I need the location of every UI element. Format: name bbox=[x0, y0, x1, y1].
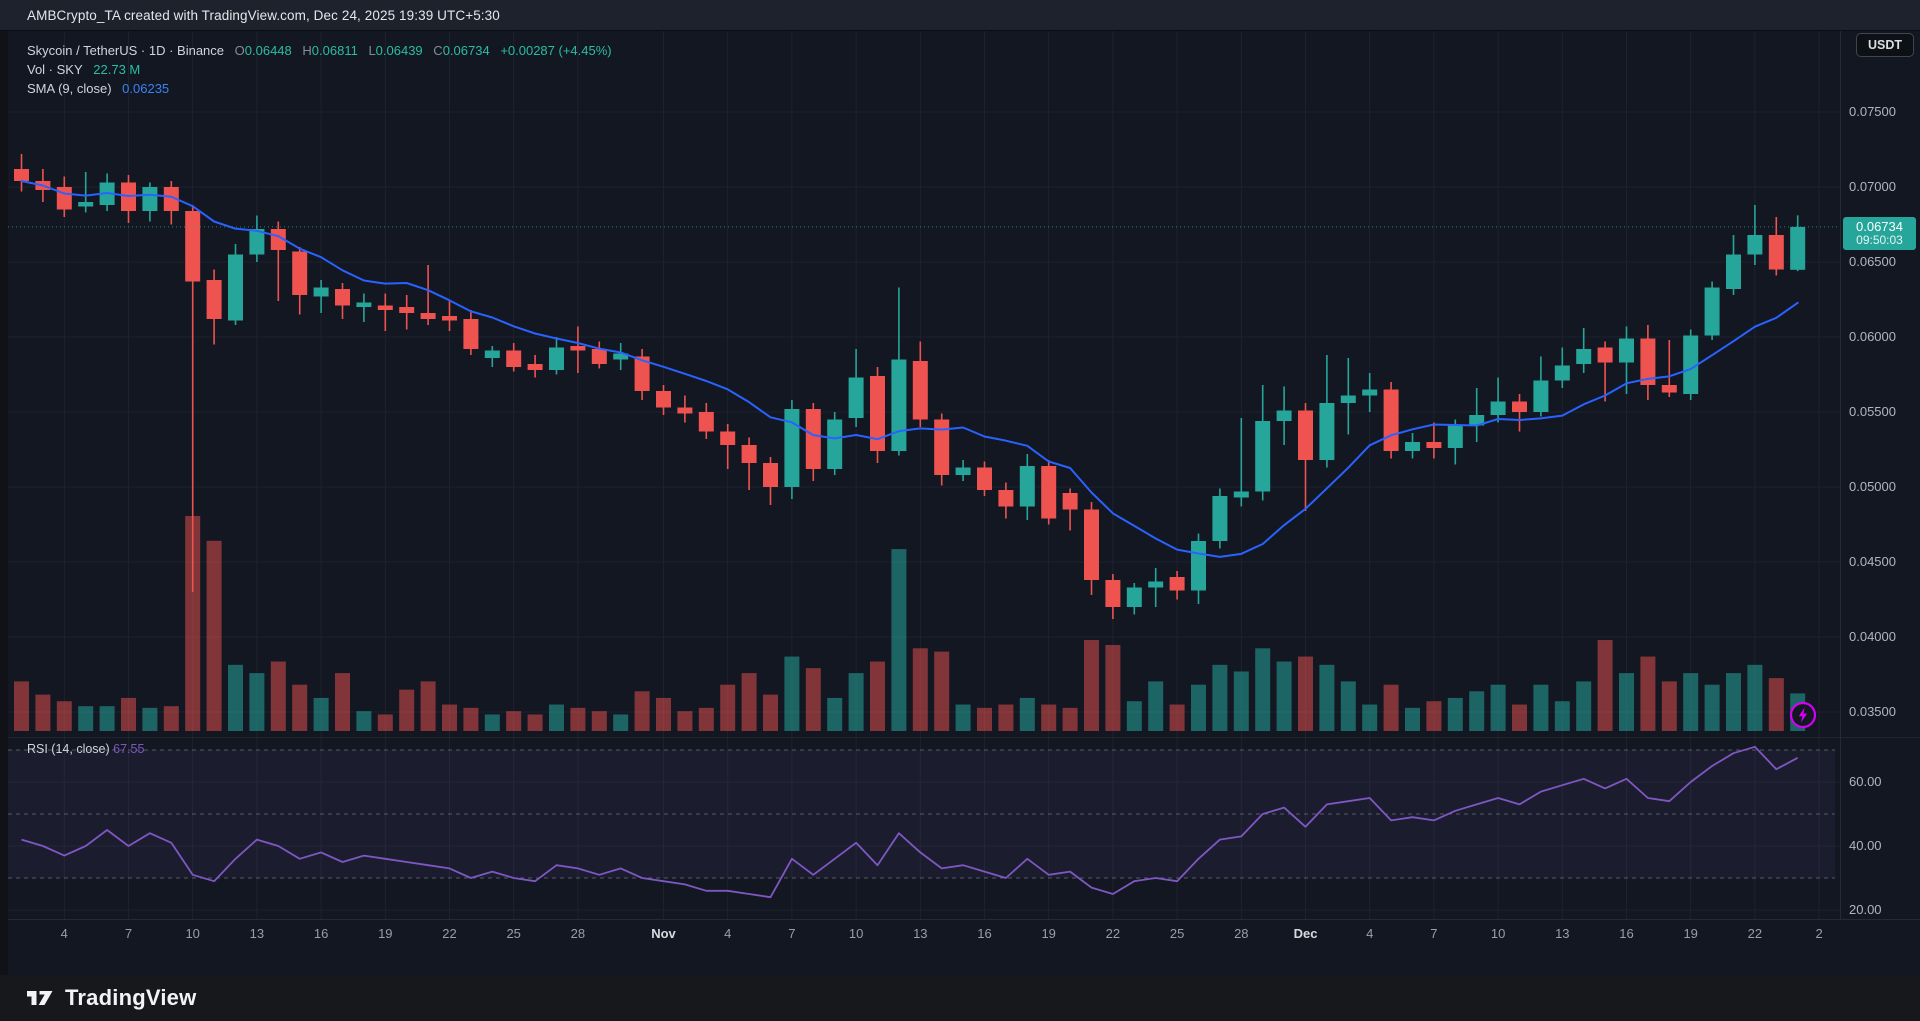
time-axis-label: 10 bbox=[185, 926, 200, 941]
time-axis-label: 13 bbox=[249, 926, 265, 941]
tradingview-wordmark[interactable]: TradingView bbox=[65, 985, 197, 1010]
rsi-legend: RSI (14, close) 67.55 bbox=[27, 742, 144, 756]
symbol-title: Skycoin / TetherUS · 1D · Binance bbox=[27, 43, 225, 58]
volume-label: Vol · SKY bbox=[27, 62, 83, 77]
time-axis-label: 13 bbox=[913, 926, 928, 941]
rsi-axis-label: 60.00 bbox=[1849, 774, 1882, 789]
close-value: 0.06734 bbox=[442, 43, 490, 58]
last-price-badge: 0.06734 09:50:03 bbox=[1843, 216, 1916, 250]
time-axis-label: 10 bbox=[848, 926, 864, 941]
close-label: C bbox=[433, 43, 443, 58]
price-axis-label: 0.04000 bbox=[1849, 629, 1896, 644]
rsi-value: 67.55 bbox=[113, 742, 145, 756]
symbol-legend: Skycoin / TetherUS · 1D · Binance O0.064… bbox=[27, 41, 612, 98]
time-axis-label: 16 bbox=[977, 926, 992, 941]
time-axis-label: 22 bbox=[1747, 926, 1763, 941]
time-axis-label: 22 bbox=[1105, 926, 1121, 941]
time-axis-label: 4 bbox=[1366, 926, 1374, 941]
price-axis-label: 0.05000 bbox=[1849, 479, 1896, 494]
time-axis-label: 7 bbox=[788, 926, 796, 941]
price-axis-label: 0.07000 bbox=[1849, 179, 1896, 194]
attribution-text: AMBCrypto_TA created with TradingView.co… bbox=[27, 7, 500, 23]
sma-label: SMA (9, close) bbox=[27, 81, 112, 96]
high-value: 0.06811 bbox=[311, 43, 358, 58]
lightning-icon bbox=[1789, 701, 1817, 729]
low-label: L bbox=[368, 43, 376, 58]
volume-row: Vol · SKY 22.73 M bbox=[27, 60, 612, 79]
time-axis-label: 28 bbox=[570, 926, 586, 941]
price-axis-label: 0.06000 bbox=[1849, 329, 1896, 344]
currency-toggle-button[interactable]: USDT bbox=[1856, 33, 1915, 57]
lightning-boost-button[interactable] bbox=[1789, 701, 1817, 729]
time-axis-label: 19 bbox=[1683, 926, 1698, 941]
open-value: 0.06448 bbox=[244, 43, 292, 58]
time-axis-label: 25 bbox=[506, 926, 521, 941]
time-axis-label: 16 bbox=[313, 926, 329, 941]
footer-bar: TradingView bbox=[0, 975, 1920, 1021]
sma-value: 0.06235 bbox=[122, 81, 170, 96]
time-axis-label: 16 bbox=[1619, 926, 1634, 941]
price-axis-label: 0.07500 bbox=[1849, 104, 1896, 119]
volume-value: 22.73 M bbox=[93, 62, 141, 77]
time-axis-label: 7 bbox=[1430, 926, 1438, 941]
price-axis-label: 0.06500 bbox=[1849, 254, 1896, 269]
sma-row: SMA (9, close) 0.06235 bbox=[27, 79, 612, 98]
price-axis-label: 0.03500 bbox=[1849, 704, 1896, 719]
time-axis-month-label: Dec bbox=[1293, 926, 1318, 941]
high-label: H bbox=[302, 43, 312, 58]
bar-countdown: 09:50:03 bbox=[1856, 232, 1903, 247]
canvas-left-edge bbox=[0, 30, 8, 975]
last-price-value: 0.06734 bbox=[1856, 218, 1903, 234]
rsi-axis-label: 20.00 bbox=[1849, 902, 1882, 917]
time-axis-label: 19 bbox=[378, 926, 393, 941]
time-axis-label: 13 bbox=[1555, 926, 1570, 941]
open-label: O bbox=[234, 43, 245, 58]
rsi-axis-label: 40.00 bbox=[1849, 838, 1882, 853]
symbol-row: Skycoin / TetherUS · 1D · Binance O0.064… bbox=[27, 41, 612, 60]
time-axis-label: 25 bbox=[1169, 926, 1185, 941]
time-axis-label: 4 bbox=[724, 926, 732, 941]
price-axis-label: 0.05500 bbox=[1849, 404, 1896, 419]
price-axis-label: 0.04500 bbox=[1849, 554, 1896, 569]
time-axis-label: 19 bbox=[1041, 926, 1056, 941]
time-axis-month-label: Nov bbox=[651, 926, 676, 941]
tradingview-logo-icon[interactable] bbox=[26, 985, 56, 1011]
low-value: 0.06439 bbox=[375, 43, 423, 58]
time-axis-label: 28 bbox=[1234, 926, 1249, 941]
time-axis-label: 4 bbox=[60, 926, 68, 941]
time-axis-label: 2 bbox=[1815, 926, 1823, 941]
attribution-bar: AMBCrypto_TA created with TradingView.co… bbox=[0, 0, 1920, 31]
rsi-title: RSI (14, close) bbox=[27, 742, 110, 756]
time-axis-label: 7 bbox=[124, 926, 133, 941]
time-axis-label: 10 bbox=[1490, 926, 1506, 941]
change-value: +0.00287 (+4.45%) bbox=[500, 43, 612, 58]
time-axis-label: 22 bbox=[442, 926, 457, 941]
